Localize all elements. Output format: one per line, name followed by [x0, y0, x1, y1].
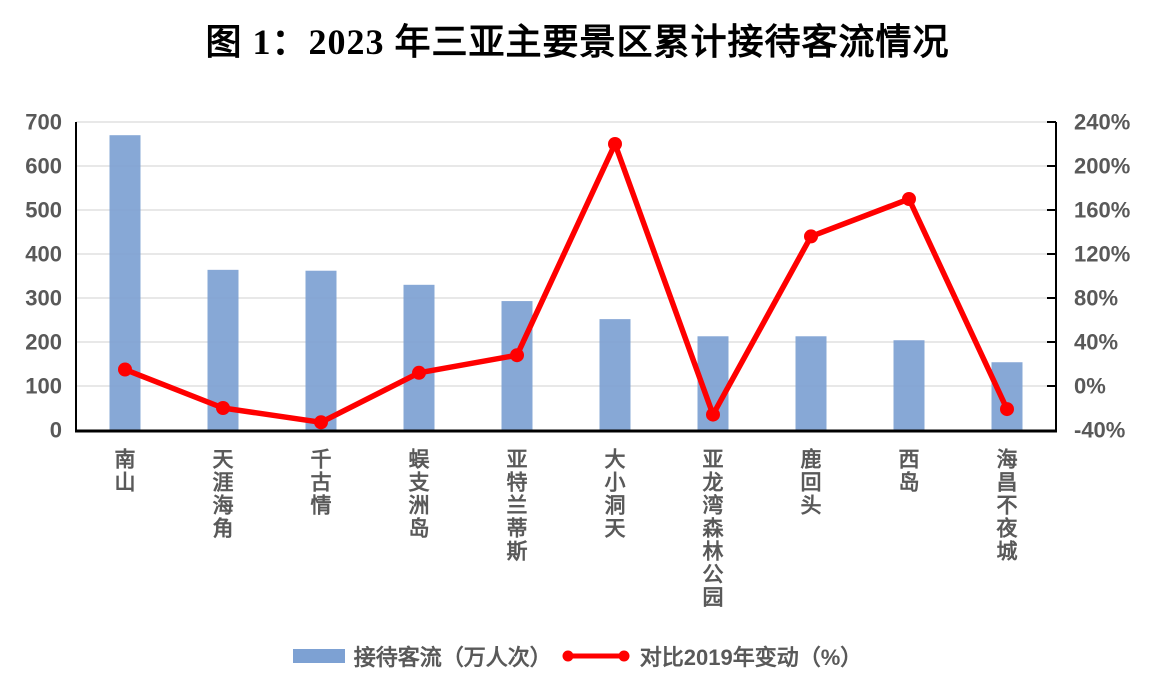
right-axis-label: 160% [1074, 198, 1130, 223]
line-point-亚特兰蒂斯 [510, 348, 524, 363]
line-point-千古情 [314, 415, 328, 430]
category-label-亚龙湾森林公园: 林 [703, 540, 724, 564]
category-label-鹿回头: 鹿 [801, 448, 822, 472]
line-point-南山 [118, 362, 132, 377]
category-label-大小洞天: 天 [605, 518, 627, 541]
line-point-海昌不夜城 [1000, 402, 1014, 417]
category-label-亚龙湾森林公园: 园 [703, 587, 724, 610]
category-label-鹿回头: 回 [801, 472, 822, 495]
bar-鹿回头 [795, 336, 827, 430]
bar-千古情 [305, 270, 337, 430]
left-axis-label: 100 [25, 374, 62, 399]
left-axis-label: 600 [25, 154, 62, 179]
left-axis-label: 300 [25, 286, 62, 311]
category-label-海昌不夜城: 海 [997, 448, 1018, 472]
category-label-亚龙湾森林公园: 公 [703, 564, 724, 587]
legend-line-label: 对比2019年变动（%） [639, 645, 863, 670]
category-label-亚特兰蒂斯: 兰 [507, 494, 528, 518]
category-label-蜈支洲岛: 蜈 [409, 449, 431, 472]
category-label-蜈支洲岛: 洲 [409, 495, 430, 518]
line-point-鹿回头 [804, 229, 818, 244]
category-label-西岛: 岛 [899, 471, 920, 495]
category-label-天涯海角: 天 [213, 449, 235, 472]
category-label-蜈支洲岛: 岛 [409, 517, 430, 541]
category-label-天涯海角: 海 [213, 494, 234, 518]
legend-line-swatch [562, 650, 630, 662]
category-label-千古情: 情 [311, 494, 332, 518]
category-label-千古情: 古 [311, 472, 332, 495]
right-axis-label: 40% [1074, 330, 1118, 355]
category-label-亚特兰蒂斯: 斯 [507, 540, 528, 564]
line-point-亚龙湾森林公园 [706, 407, 720, 422]
right-axis-label: 80% [1074, 286, 1118, 311]
category-label-亚龙湾森林公园: 森 [703, 518, 725, 541]
category-label-南山: 南 [115, 448, 136, 472]
legend-line-dot-left [562, 650, 574, 662]
legend-bar-swatch [292, 649, 345, 663]
category-label-天涯海角: 涯 [213, 472, 234, 495]
left-axis-label: 0 [50, 418, 62, 443]
bar-南山 [109, 135, 141, 430]
category-label-海昌不夜城: 不 [997, 495, 1018, 518]
line-point-天涯海角 [216, 401, 230, 415]
bar-亚特兰蒂斯 [501, 301, 533, 430]
bar-海昌不夜城 [991, 362, 1023, 430]
legend-bar-label: 接待客流（万人次） [353, 645, 552, 670]
line-point-蜈支洲岛 [412, 365, 426, 380]
category-label-天涯海角: 角 [213, 517, 234, 541]
category-label-大小洞天: 洞 [605, 495, 626, 518]
category-label-海昌不夜城: 夜 [996, 517, 1019, 541]
bar-蜈支洲岛 [403, 284, 435, 430]
right-axis-label: 200% [1074, 154, 1130, 179]
category-label-亚特兰蒂斯: 特 [507, 471, 528, 495]
left-axis-label: 500 [25, 198, 62, 223]
right-axis-label: 240% [1074, 110, 1130, 135]
line-point-西岛 [902, 192, 916, 206]
legend-line-dot-right [618, 650, 630, 662]
left-axis-label: 200 [25, 330, 62, 355]
category-label-鹿回头: 头 [801, 495, 822, 518]
right-axis-label: 120% [1074, 242, 1130, 267]
legend: 接待客流（万人次） 对比2019年变动（%） [0, 640, 1155, 672]
category-label-蜈支洲岛: 支 [409, 472, 431, 495]
chart-title: 图 1：2023 年三亚主要景区累计接待客流情况 [205, 22, 950, 62]
left-axis-label: 700 [25, 110, 62, 135]
category-label-亚特兰蒂斯: 蒂 [507, 518, 528, 541]
category-label-亚特兰蒂斯: 亚 [507, 449, 528, 472]
plot-area: 700 600 500 400 300 200 100 0 240% 200% 160% 120% 80… [25, 110, 1130, 610]
category-label-亚龙湾森林公园: 龙 [703, 471, 724, 495]
right-axis-label: -40% [1074, 418, 1125, 443]
category-label-亚龙湾森林公园: 亚 [703, 449, 724, 472]
category-label-大小洞天: 大 [605, 449, 626, 472]
line-point-大小洞天 [608, 137, 622, 151]
category-label-西岛: 西 [899, 449, 920, 472]
left-axis-label: 400 [25, 242, 62, 267]
category-label-大小洞天: 小 [605, 472, 626, 495]
line-series [122, 141, 1010, 426]
right-axis-label: 0% [1074, 374, 1106, 399]
category-label-南山: 山 [115, 472, 136, 495]
category-label-千古情: 千 [311, 449, 332, 472]
category-label-海昌不夜城: 昌 [997, 472, 1018, 495]
bar-大小洞天 [599, 319, 631, 430]
category-label-亚龙湾森林公园: 湾 [703, 494, 724, 518]
bar-西岛 [893, 340, 925, 430]
category-label-海昌不夜城: 城 [997, 540, 1018, 564]
